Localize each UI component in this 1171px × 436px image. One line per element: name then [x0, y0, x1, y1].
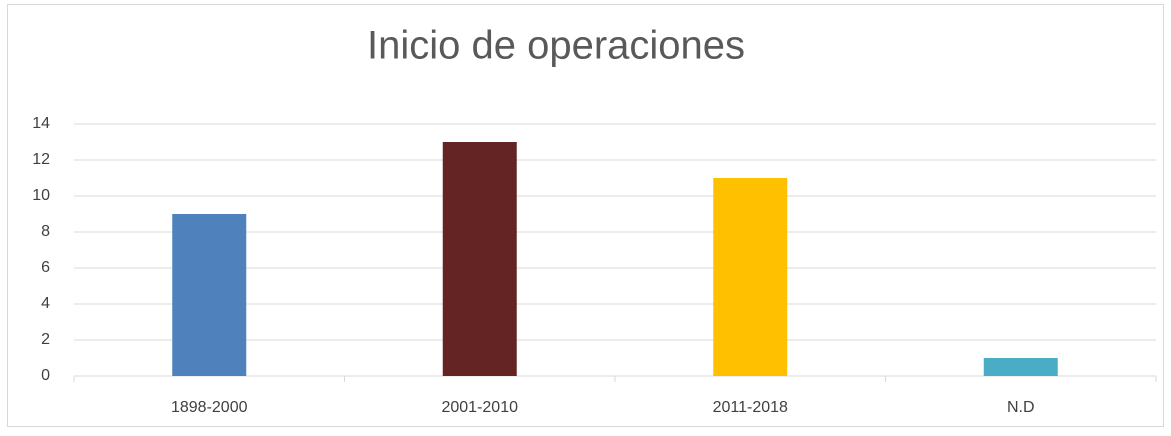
y-tick-label: 0 — [41, 367, 50, 384]
y-tick-label: 6 — [41, 259, 50, 276]
bar — [172, 214, 247, 376]
y-tick-label: 14 — [32, 115, 50, 132]
x-tick-label: 1898-2000 — [171, 399, 248, 416]
y-tick-label: 12 — [32, 151, 50, 168]
y-tick-label: 10 — [32, 187, 50, 204]
x-tick-label: N.D — [1007, 399, 1035, 416]
x-tick-label: 2011-2018 — [713, 399, 788, 416]
bar — [983, 358, 1058, 376]
y-tick-label: 4 — [41, 295, 50, 312]
y-tick-label: 2 — [41, 331, 50, 348]
bar — [713, 178, 788, 376]
x-tick-label: 2001-2010 — [441, 399, 518, 416]
chart-title: Inicio de operaciones — [367, 24, 745, 68]
bar — [442, 142, 517, 376]
y-tick-label: 8 — [41, 223, 50, 240]
